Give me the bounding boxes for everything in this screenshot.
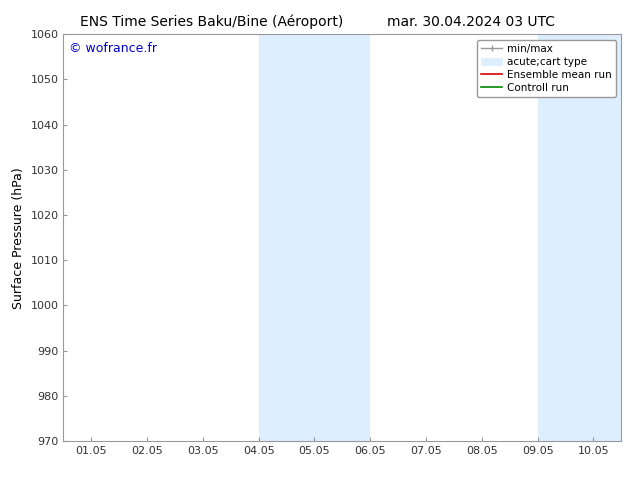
Text: ENS Time Series Baku/Bine (Aéroport)          mar. 30.04.2024 03 UTC: ENS Time Series Baku/Bine (Aéroport) mar… bbox=[79, 15, 555, 29]
Bar bbox=[259, 34, 370, 441]
Legend: min/max, acute;cart type, Ensemble mean run, Controll run: min/max, acute;cart type, Ensemble mean … bbox=[477, 40, 616, 97]
Bar bbox=[538, 34, 634, 441]
Text: © wofrance.fr: © wofrance.fr bbox=[69, 43, 157, 55]
Y-axis label: Surface Pressure (hPa): Surface Pressure (hPa) bbox=[12, 167, 25, 309]
